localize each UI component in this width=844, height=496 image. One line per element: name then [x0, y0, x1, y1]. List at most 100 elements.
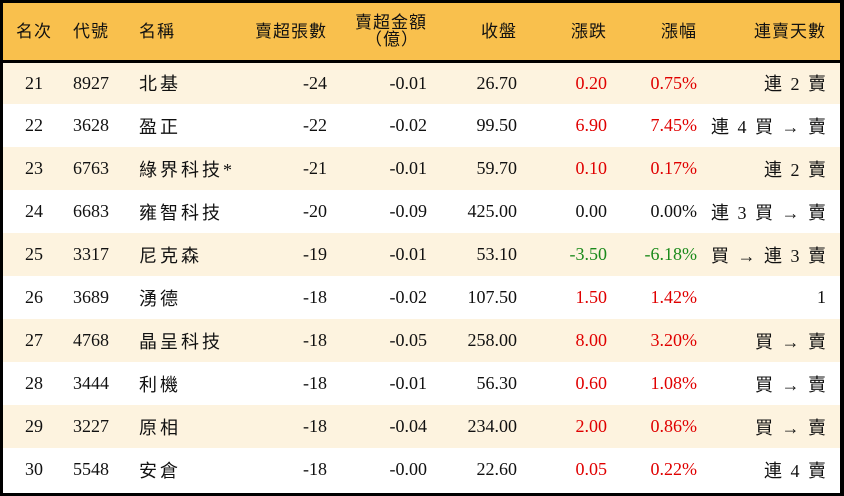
cell-rank: 28 [25, 373, 43, 393]
cell-code: 3317 [73, 244, 109, 264]
cell-rank: 30 [25, 459, 43, 479]
cell-close: 56.30 [476, 373, 518, 393]
header-sell-amount: 賣超金額 （億） [341, 3, 441, 63]
cell-name: 雍智科技 [139, 202, 223, 223]
cell-code: 6683 [73, 201, 109, 221]
cell-close: 26.70 [476, 72, 518, 93]
cell-close: 425.00 [467, 201, 518, 221]
cell-sell-amount: -0.00 [389, 459, 428, 479]
cell-sell-amount: -0.02 [389, 115, 428, 135]
cell-sell-shares: -21 [303, 158, 327, 178]
cell-name: 綠界科技* [139, 159, 235, 180]
cell-change-pct: 0.00% [650, 201, 698, 221]
cell-name: 盈正 [139, 116, 181, 137]
cell-close: 234.00 [467, 416, 518, 436]
cell-rank: 27 [25, 330, 43, 350]
cell-change-pct: 0.17% [650, 158, 698, 178]
header-streak: 連賣天數 [711, 3, 840, 63]
cell-streak: 1 [817, 287, 828, 307]
table-row: 28 3444 利機 -18 -0.01 56.30 0.60 1.08% 買 … [3, 362, 840, 405]
cell-change-pct: 1.42% [650, 287, 698, 307]
cell-code: 5548 [73, 459, 109, 479]
cell-sell-amount: -0.05 [389, 330, 428, 350]
cell-code: 3444 [73, 373, 109, 393]
cell-close: 59.70 [476, 158, 518, 178]
cell-sell-shares: -18 [303, 373, 327, 393]
cell-streak: 連 4 賣 [764, 460, 828, 481]
cell-code: 3227 [73, 416, 109, 436]
cell-sell-shares: -24 [303, 72, 327, 93]
cell-sell-shares: -19 [303, 244, 327, 264]
cell-rank: 21 [25, 72, 43, 93]
cell-sell-amount: -0.01 [389, 373, 428, 393]
table-header: 名次 代號 名稱 賣超張數 賣超金額 （億） 收盤 漲跌 漲幅 連賣天數 [3, 3, 840, 63]
cell-change-pct: 0.86% [650, 416, 698, 436]
header-change-pct: 漲幅 [621, 3, 711, 63]
cell-change: 0.10 [575, 158, 608, 178]
header-name: 名稱 [131, 3, 241, 63]
cell-rank: 25 [25, 244, 43, 264]
cell-rank: 29 [25, 416, 43, 436]
cell-sell-shares: -18 [303, 416, 327, 436]
cell-change: 2.00 [575, 416, 608, 436]
cell-change: 6.90 [575, 115, 608, 135]
cell-change: 0.00 [575, 201, 608, 221]
cell-name: 原相 [139, 417, 181, 438]
cell-name: 安倉 [139, 460, 181, 481]
table-row: 22 3628 盈正 -22 -0.02 99.50 6.90 7.45% 連 … [3, 104, 840, 147]
cell-rank: 26 [25, 287, 43, 307]
cell-sell-shares: -18 [303, 459, 327, 479]
cell-change-pct: -6.18% [644, 244, 698, 264]
table-row: 26 3689 湧德 -18 -0.02 107.50 1.50 1.42% 1 [3, 276, 840, 319]
cell-code: 8927 [73, 72, 109, 93]
header-close: 收盤 [441, 3, 531, 63]
cell-sell-amount: -0.01 [389, 72, 428, 93]
table-row: 27 4768 晶呈科技 -18 -0.05 258.00 8.00 3.20%… [3, 319, 840, 362]
cell-close: 107.50 [467, 287, 518, 307]
cell-name: 北基 [139, 74, 181, 95]
cell-rank: 24 [25, 201, 43, 221]
cell-name: 尼克森 [139, 245, 202, 266]
net-sell-ranking-table: 名次 代號 名稱 賣超張數 賣超金額 （億） 收盤 漲跌 漲幅 連賣天數 21 … [3, 3, 840, 491]
cell-sell-shares: -20 [303, 201, 327, 221]
cell-streak: 買 → 賣 [755, 374, 828, 395]
cell-sell-amount: -0.02 [389, 287, 428, 307]
header-sell-amount-line2: （億） [365, 30, 419, 50]
cell-sell-shares: -22 [303, 115, 327, 135]
header-rank: 名次 [3, 3, 65, 63]
table-row: 30 5548 安倉 -18 -0.00 22.60 0.05 0.22% 連 … [3, 448, 840, 491]
cell-code: 3689 [73, 287, 109, 307]
cell-change: 0.60 [575, 373, 608, 393]
cell-streak: 連 3 買 → 賣 [711, 202, 828, 223]
cell-close: 99.50 [476, 115, 518, 135]
cell-change-pct: 7.45% [650, 115, 698, 135]
cell-name: 湧德 [139, 288, 181, 309]
cell-sell-amount: -0.01 [389, 158, 428, 178]
cell-streak: 連 2 賣 [764, 74, 828, 95]
table-row: 29 3227 原相 -18 -0.04 234.00 2.00 0.86% 買… [3, 405, 840, 448]
cell-streak: 買 → 連 3 賣 [711, 245, 828, 266]
cell-rank: 22 [25, 115, 43, 135]
cell-code: 3628 [73, 115, 109, 135]
cell-streak: 連 2 賣 [764, 159, 828, 180]
cell-rank: 23 [25, 158, 43, 178]
cell-close: 258.00 [467, 330, 518, 350]
header-code: 代號 [65, 3, 131, 63]
header-sell-amount-line1: 賣超金額 [355, 13, 427, 33]
cell-change: 1.50 [575, 287, 608, 307]
table-body: 21 8927 北基 -24 -0.01 26.70 0.20 0.75% 連 … [3, 61, 840, 491]
cell-change-pct: 0.22% [650, 459, 698, 479]
cell-streak: 買 → 賣 [755, 417, 828, 438]
cell-change-pct: 0.75% [650, 72, 698, 93]
cell-change: -3.50 [569, 244, 608, 264]
cell-streak: 連 4 買 → 賣 [711, 116, 828, 137]
cell-code: 6763 [73, 158, 109, 178]
cell-change-pct: 3.20% [650, 330, 698, 350]
table-row: 24 6683 雍智科技 -20 -0.09 425.00 0.00 0.00%… [3, 190, 840, 233]
cell-sell-amount: -0.09 [389, 201, 428, 221]
table-row: 21 8927 北基 -24 -0.01 26.70 0.20 0.75% 連 … [3, 61, 840, 104]
cell-change: 0.05 [575, 459, 608, 479]
header-change: 漲跌 [531, 3, 621, 63]
header-sell-shares: 賣超張數 [241, 3, 341, 63]
